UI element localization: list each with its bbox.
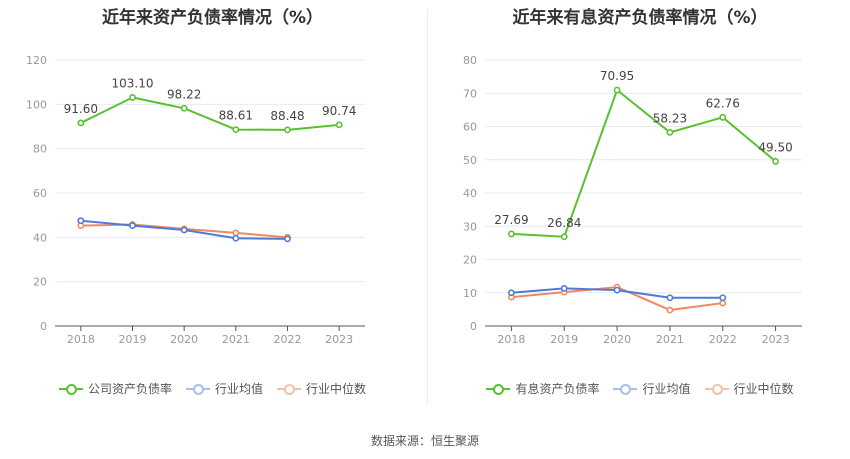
- y-tick-label: 40: [463, 187, 477, 200]
- data-point: [232, 229, 240, 237]
- data-point: [666, 306, 674, 314]
- chart-legend: 公司资产负债率 行业均值 行业中位数: [0, 380, 425, 397]
- data-label: 98.22: [167, 87, 201, 101]
- data-label: 88.61: [219, 109, 253, 123]
- legend-item-industry-mean[interactable]: 行业均值: [613, 380, 691, 397]
- legend-label: 行业均值: [642, 382, 691, 396]
- data-point: [719, 294, 727, 302]
- data-point: [129, 222, 136, 229]
- data-point: [666, 128, 674, 136]
- legend-swatch-icon: [486, 383, 511, 395]
- legend-label: 行业中位数: [733, 382, 794, 396]
- y-tick-label: 30: [463, 220, 477, 233]
- y-tick-label: 0: [470, 320, 477, 333]
- chart-plot-area: 0 20 40 60 80 100 120 2018 2019 2020 2021 2022 2023 9…: [26, 54, 365, 346]
- y-tick-label: 60: [463, 121, 477, 134]
- x-tick-label: 2019: [119, 333, 147, 346]
- y-tick-label: 70: [463, 87, 477, 100]
- legend-swatch-icon: [704, 383, 729, 395]
- legend-item-industry-median[interactable]: 行业中位数: [704, 380, 794, 397]
- legend-item-industry-mean[interactable]: 行业均值: [185, 380, 263, 397]
- legend-swatch-icon: [613, 383, 638, 395]
- data-point: [232, 126, 240, 133]
- x-tick-label: 2021: [656, 333, 684, 346]
- series-line: [80, 96, 340, 131]
- chart-title: 近年来资产负债率情况（%）: [101, 8, 324, 28]
- data-point: [180, 226, 188, 234]
- legend-label: 行业均值: [214, 382, 263, 396]
- data-point: [666, 294, 674, 302]
- legend-item-industry-median[interactable]: 行业中位数: [277, 380, 366, 397]
- data-point: [613, 286, 621, 294]
- x-tick-label: 2021: [222, 333, 250, 346]
- legend-label: 有息资产负债率: [515, 382, 600, 396]
- y-tick-label: 100: [26, 98, 47, 111]
- data-point: [284, 126, 291, 134]
- x-tick-label: 2023: [762, 333, 790, 346]
- chart-legend: 有息资产负债率 行业均值 行业中位数: [430, 380, 850, 397]
- legend-swatch-icon: [185, 383, 210, 395]
- data-point: [129, 94, 136, 101]
- y-tick-label: 0: [40, 320, 47, 333]
- data-label: 27.69: [494, 213, 528, 227]
- x-tick-label: 2023: [325, 333, 353, 346]
- y-tick-label: 20: [463, 254, 477, 267]
- data-source-note: 数据来源：恒生聚源: [370, 434, 479, 448]
- y-tick-label: 10: [463, 287, 477, 300]
- data-label: 26.84: [547, 216, 581, 230]
- data-label: 88.48: [270, 109, 304, 123]
- data-label: 58.23: [653, 111, 687, 125]
- data-point: [284, 235, 291, 243]
- data-point: [719, 113, 727, 121]
- x-tick-label: 2022: [709, 333, 737, 346]
- data-label: 70.95: [600, 69, 634, 83]
- data-label: 91.60: [64, 102, 98, 116]
- legend-swatch-icon: [277, 383, 301, 395]
- data-point: [772, 158, 779, 165]
- data-label: 90.74: [322, 104, 356, 118]
- legend-swatch-icon: [58, 383, 83, 395]
- data-point: [560, 285, 568, 292]
- x-tick-label: 2018: [497, 333, 525, 346]
- data-point: [77, 119, 85, 127]
- chart-plot-area: 0 10 20 30 40 50 60 70 80 2018 2019 2020 2021 2022 202…: [463, 54, 802, 346]
- y-tick-label: 60: [33, 187, 47, 200]
- y-tick-label: 80: [33, 143, 47, 156]
- panel-divider: [427, 10, 428, 405]
- data-point: [508, 230, 515, 238]
- y-tick-label: 50: [463, 154, 477, 167]
- x-tick-label: 2020: [603, 333, 631, 346]
- data-point: [719, 299, 727, 307]
- legend-label: 公司资产负债率: [87, 382, 172, 396]
- data-label: 62.76: [706, 96, 740, 110]
- series-line: [511, 88, 777, 238]
- x-tick-label: 2022: [274, 333, 302, 346]
- x-tick-label: 2019: [550, 333, 578, 346]
- chart-panel-debt-ratio: 近年来资产负债率情况（%） 0 20 40 60 80 100 120 2018 2019 202…: [0, 0, 425, 410]
- chart-panel-interest-debt-ratio: 近年来有息资产负债率情况（%） 0 10 20 30 40 50 60 70 80 2018 201…: [430, 0, 850, 410]
- x-tick-label: 2020: [170, 333, 198, 346]
- data-point: [560, 233, 568, 241]
- data-point: [180, 104, 188, 112]
- y-tick-label: 120: [26, 54, 47, 67]
- x-tick-label: 2018: [67, 333, 95, 346]
- legend-item-company[interactable]: 有息资产负债率: [486, 380, 599, 397]
- y-tick-label: 40: [33, 231, 47, 244]
- data-point: [335, 121, 343, 129]
- data-label: 103.10: [112, 76, 154, 90]
- data-point: [508, 289, 515, 297]
- chart-title: 近年来有息资产负债率情况（%）: [512, 8, 768, 28]
- y-tick-label: 80: [463, 54, 477, 67]
- y-tick-label: 20: [33, 276, 47, 289]
- data-label: 49.50: [758, 140, 792, 154]
- data-point: [613, 86, 621, 94]
- legend-label: 行业中位数: [306, 382, 367, 396]
- legend-item-company[interactable]: 公司资产负债率: [58, 380, 172, 397]
- data-point: [77, 217, 85, 225]
- data-point: [232, 234, 240, 242]
